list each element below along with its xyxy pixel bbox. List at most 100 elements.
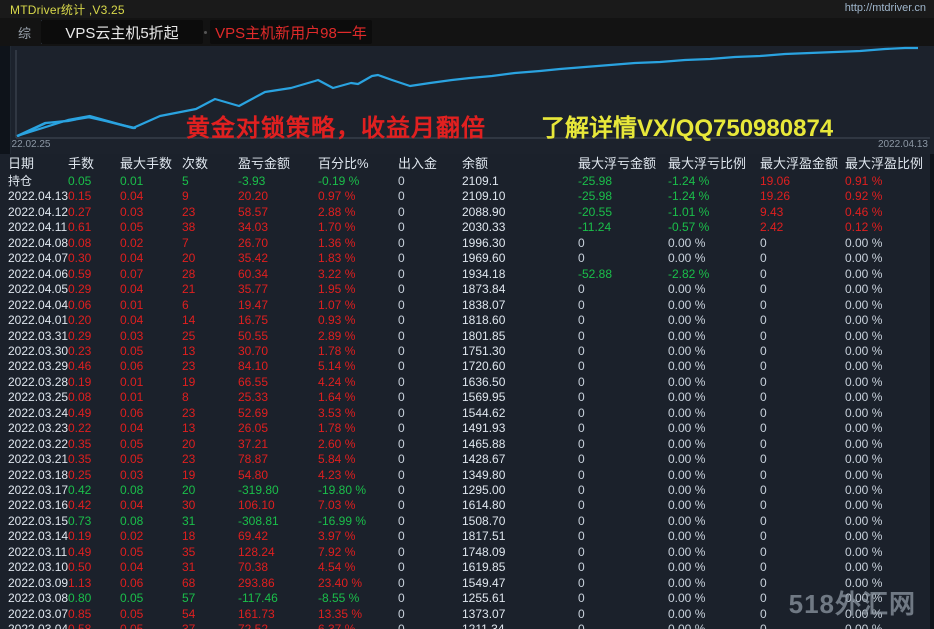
cell-date: 2022.03.17 xyxy=(8,483,69,497)
table-row[interactable]: 2022.04.06 0.59 0.07 28 60.34 3.22 % 0 1934.18 -… xyxy=(0,267,934,282)
table-row[interactable]: 持仓 0.05 0.01 5 -3.93 -0.19 % 0 2109.1 -25.98 -1.2… xyxy=(0,174,934,189)
table-row[interactable]: 2022.04.07 0.30 0.04 20 35.42 1.83 % 0 1969.60 0… xyxy=(0,251,934,266)
cell-cash: 0 xyxy=(398,591,405,606)
cell-pnl: 60.34 xyxy=(238,266,269,281)
column-header-maxfp[interactable]: 最大浮盈金额 xyxy=(760,156,839,171)
cell-pct: 3.97 % xyxy=(318,529,356,544)
cell-cash: 0 xyxy=(398,575,405,590)
cell-maxfppct: 0.00 % xyxy=(845,359,883,374)
cell-maxlots: 0.04 xyxy=(120,282,144,297)
column-header-count[interactable]: 次数 xyxy=(182,156,209,171)
cell-maxfppct: 0.00 % xyxy=(845,544,883,559)
cell-pct: 6.37 % xyxy=(318,622,355,629)
table-row[interactable]: 2022.04.01 0.20 0.04 14 16.75 0.93 % 0 1818.60 0… xyxy=(0,313,934,328)
table-row[interactable]: 2022.03.07 0.85 0.05 54 161.73 13.35 % 0 1373.0… xyxy=(0,607,934,622)
cell-cash: 0 xyxy=(398,343,405,358)
column-header-cash[interactable]: 出入金 xyxy=(398,156,438,171)
cell-maxfppct: 0.00 % xyxy=(845,622,882,629)
cell-balance: 1801.85 xyxy=(462,328,506,343)
tab-summary[interactable]: 综 xyxy=(18,26,32,41)
table-row[interactable]: 2022.03.040.58 0.05 37 72.52 6.37 % 0 1211.34 0… xyxy=(0,622,934,629)
table-row[interactable]: 2022.03.08 0.80 0.05 57 -117.46 -8.55 % 0 1255.… xyxy=(0,591,934,606)
column-header-balance[interactable]: 余额 xyxy=(462,156,489,171)
cell-balance: 1428.67 xyxy=(462,452,506,467)
table-row[interactable]: 2022.04.12 0.27 0.03 23 58.57 2.88 % 0 2088.90 -… xyxy=(0,205,934,220)
column-header-pnl[interactable]: 盈亏金额 xyxy=(238,156,291,171)
table-row[interactable]: 2022.03.11 0.49 0.05 35 128.24 7.92 % 0 1748.09… xyxy=(0,545,934,560)
ad-banner-vps-newuser[interactable]: VPS主机新用户98一年 xyxy=(210,20,372,44)
cell-maxdd: 0 xyxy=(578,405,585,420)
table-row[interactable]: 2022.03.21 0.35 0.05 23 78.87 5.84 % 0 1428.67 0… xyxy=(0,452,934,467)
right-scrollbar[interactable] xyxy=(930,154,934,629)
table-row[interactable]: 2022.03.29 0.46 0.06 23 84.10 5.14 % 0 1720.60 0… xyxy=(0,359,934,374)
table-row[interactable]: 2022.03.30 0.23 0.05 13 30.70 1.78 % 0 1751.30 0… xyxy=(0,344,934,359)
cell-lots: 0.50 xyxy=(68,560,92,575)
cell-maxddpct: -0.57 % xyxy=(668,220,710,235)
table-row[interactable]: 2022.03.16 0.42 0.04 30 106.10 7.03 % 0 1614.80… xyxy=(0,498,934,513)
column-header-maxfppct[interactable]: 最大浮盈比例 xyxy=(845,156,924,171)
cell-pnl: 52.69 xyxy=(238,405,269,420)
cell-pnl: 30.70 xyxy=(238,343,269,358)
table-row[interactable]: 2022.03.10 0.50 0.04 31 70.38 4.54 % 0 1619.85 0… xyxy=(0,560,934,575)
cell-maxlots: 0.05 xyxy=(120,220,144,235)
cell-lots: 0.15 xyxy=(68,189,92,204)
cell-maxddpct: 0.00 % xyxy=(668,436,706,451)
table-row[interactable]: 2022.03.24 0.49 0.06 23 52.69 3.53 % 0 1544.62 0… xyxy=(0,406,934,421)
equity-chart[interactable]: 022.02.25 2022.04.13 xyxy=(0,46,934,154)
cell-count: 13 xyxy=(182,421,196,436)
table-row[interactable]: 2022.03.09 1.13 0.06 68 293.86 23.40 % 0 1549.4… xyxy=(0,576,934,591)
cell-pnl: 54.80 xyxy=(238,467,269,482)
cell-date: 2022.04.01 xyxy=(8,313,69,328)
cell-cash: 0 xyxy=(398,390,405,405)
statistics-table[interactable]: 日期 手数 最大手数 次数 盈亏金额 百分比% 出入金 余额 最大浮亏金额 最大浮亏比例 最大浮盈金… xyxy=(0,154,934,629)
table-row[interactable]: 2022.04.04 0.06 0.01 6 19.47 1.07 % 0 1838.07 0 0… xyxy=(0,298,934,313)
site-url-link[interactable]: http://mtdriver.cn xyxy=(844,2,926,14)
cell-maxfp: 19.06 xyxy=(760,174,791,188)
cell-pct: 4.24 % xyxy=(318,374,356,389)
cell-cash: 0 xyxy=(398,251,405,266)
cell-maxddpct: 0.00 % xyxy=(668,544,706,559)
table-row[interactable]: 2022.04.11 0.61 0.05 38 34.03 1.70 % 0 2030.33 -… xyxy=(0,220,934,235)
table-row[interactable]: 2022.03.22 0.35 0.05 20 37.21 2.60 % 0 1465.88 0… xyxy=(0,437,934,452)
table-row[interactable]: 2022.03.18 0.25 0.03 19 54.80 4.23 % 0 1349.80 0… xyxy=(0,468,934,483)
table-row[interactable]: 2022.03.25 0.08 0.01 8 25.33 1.64 % 0 1569.95 0 0… xyxy=(0,390,934,405)
cell-maxfppct: 0.00 % xyxy=(845,529,883,544)
column-header-maxlots[interactable]: 最大手数 xyxy=(120,156,173,171)
cell-balance: 1817.51 xyxy=(462,529,506,544)
table-row[interactable]: 2022.03.23 0.22 0.04 13 26.05 1.78 % 0 1491.93 0… xyxy=(0,421,934,436)
cell-lots: 0.20 xyxy=(68,313,92,328)
table-row[interactable]: 2022.03.28 0.19 0.01 19 66.55 4.24 % 0 1636.50 0… xyxy=(0,375,934,390)
column-header-date[interactable]: 日期 xyxy=(8,156,35,171)
table-row[interactable]: 2022.03.17 0.42 0.08 20 -319.80 -19.80 % 0 1295… xyxy=(0,483,934,498)
ad-banner-vps-discount[interactable]: VPS云主机5折起 xyxy=(41,20,203,44)
cell-maxlots: 0.02 xyxy=(120,235,144,250)
table-row[interactable]: 2022.04.05 0.29 0.04 21 35.77 1.95 % 0 1873.84 0… xyxy=(0,282,934,297)
cell-maxddpct: -2.82 % xyxy=(668,266,710,281)
table-row[interactable]: 2022.03.15 0.73 0.08 31 -308.81 -16.99 % 0 1508… xyxy=(0,514,934,529)
table-row[interactable]: 2022.03.31 0.29 0.03 25 50.55 2.89 % 0 1801.85 0… xyxy=(0,329,934,344)
cell-maxfppct: 0.91 % xyxy=(845,174,883,188)
cell-pct: 1.64 % xyxy=(318,390,356,405)
cell-count: 23 xyxy=(182,405,196,420)
column-header-maxddpct[interactable]: 最大浮亏比例 xyxy=(668,156,747,171)
cell-pnl: 35.77 xyxy=(238,282,269,297)
column-header-lots[interactable]: 手数 xyxy=(68,156,95,171)
table-row[interactable]: 2022.04.08 0.08 0.02 7 26.70 1.36 % 0 1996.30 0 0… xyxy=(0,236,934,251)
cell-cash: 0 xyxy=(398,483,405,497)
cell-pct: 2.60 % xyxy=(318,436,356,451)
cell-maxfp: 0 xyxy=(760,591,767,606)
cell-maxdd: -52.88 xyxy=(578,266,613,281)
table-row[interactable]: 2022.03.14 0.19 0.02 18 69.42 3.97 % 0 1817.51 0… xyxy=(0,529,934,544)
cell-lots: 0.42 xyxy=(68,498,92,513)
cell-maxlots: 0.02 xyxy=(120,529,144,544)
cell-date: 持仓 xyxy=(8,174,33,188)
column-header-maxdd[interactable]: 最大浮亏金额 xyxy=(578,156,657,171)
cell-balance: 1636.50 xyxy=(462,374,506,389)
column-header-pct[interactable]: 百分比% xyxy=(318,156,369,171)
table-row[interactable]: 2022.04.13 0.15 0.04 9 20.20 0.97 % 0 2109.10 -2… xyxy=(0,189,934,204)
cell-pnl: 37.21 xyxy=(238,436,269,451)
cell-maxfppct: 0.00 % xyxy=(845,251,883,266)
cell-lots: 0.08 xyxy=(68,390,92,405)
cell-count: 28 xyxy=(182,266,196,281)
